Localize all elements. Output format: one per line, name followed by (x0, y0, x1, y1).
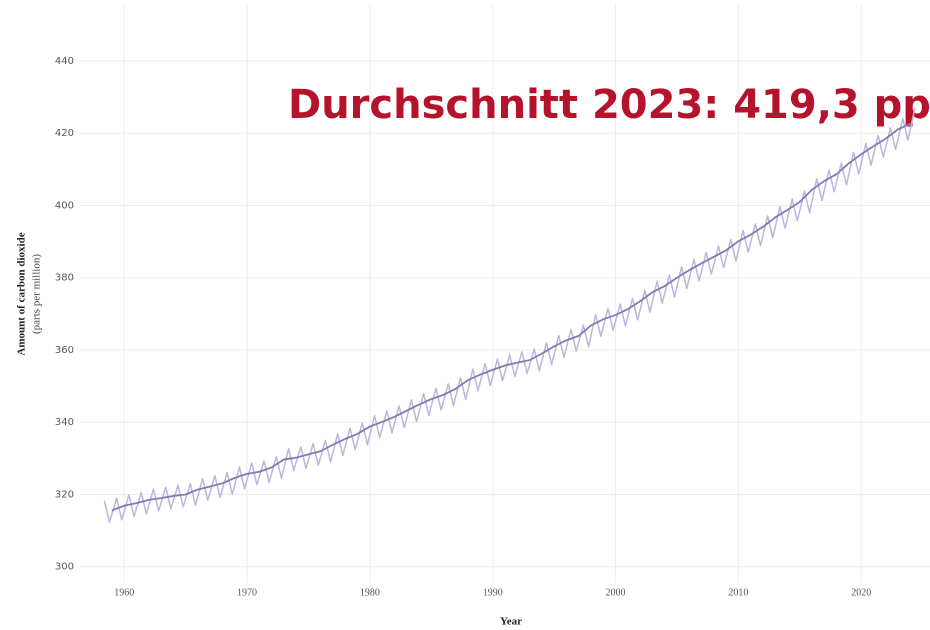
line (103, 107, 916, 524)
y-tick-label: 320 (55, 489, 74, 500)
y-tick-label: 420 (55, 128, 74, 139)
line (111, 123, 911, 512)
x-tick-label: 1970 (237, 587, 257, 598)
y-axis-sublabel: (parts per million) (31, 254, 43, 334)
annotation: Durchschnitt 2023: 419,3 ppm (288, 82, 930, 128)
x-tick-label: 1990 (483, 587, 503, 598)
x-tick-label: 2010 (728, 587, 748, 598)
y-tick-label: 440 (55, 56, 74, 67)
x-tick-label: 1960 (114, 587, 134, 598)
y-tick-label: 380 (55, 273, 74, 284)
x-axis-label: Year (500, 616, 522, 628)
y-tick-label: 300 (55, 562, 74, 573)
y-tick-label: 340 (55, 417, 74, 428)
x-tick-label: 2020 (851, 587, 871, 598)
y-tick-label: 360 (55, 345, 74, 356)
x-tick-label: 1980 (360, 587, 380, 598)
x-tick-label: 2000 (606, 587, 626, 598)
y-axis-label: Amount of carbon dioxide (16, 232, 28, 355)
y-tick-label: 400 (55, 200, 74, 211)
